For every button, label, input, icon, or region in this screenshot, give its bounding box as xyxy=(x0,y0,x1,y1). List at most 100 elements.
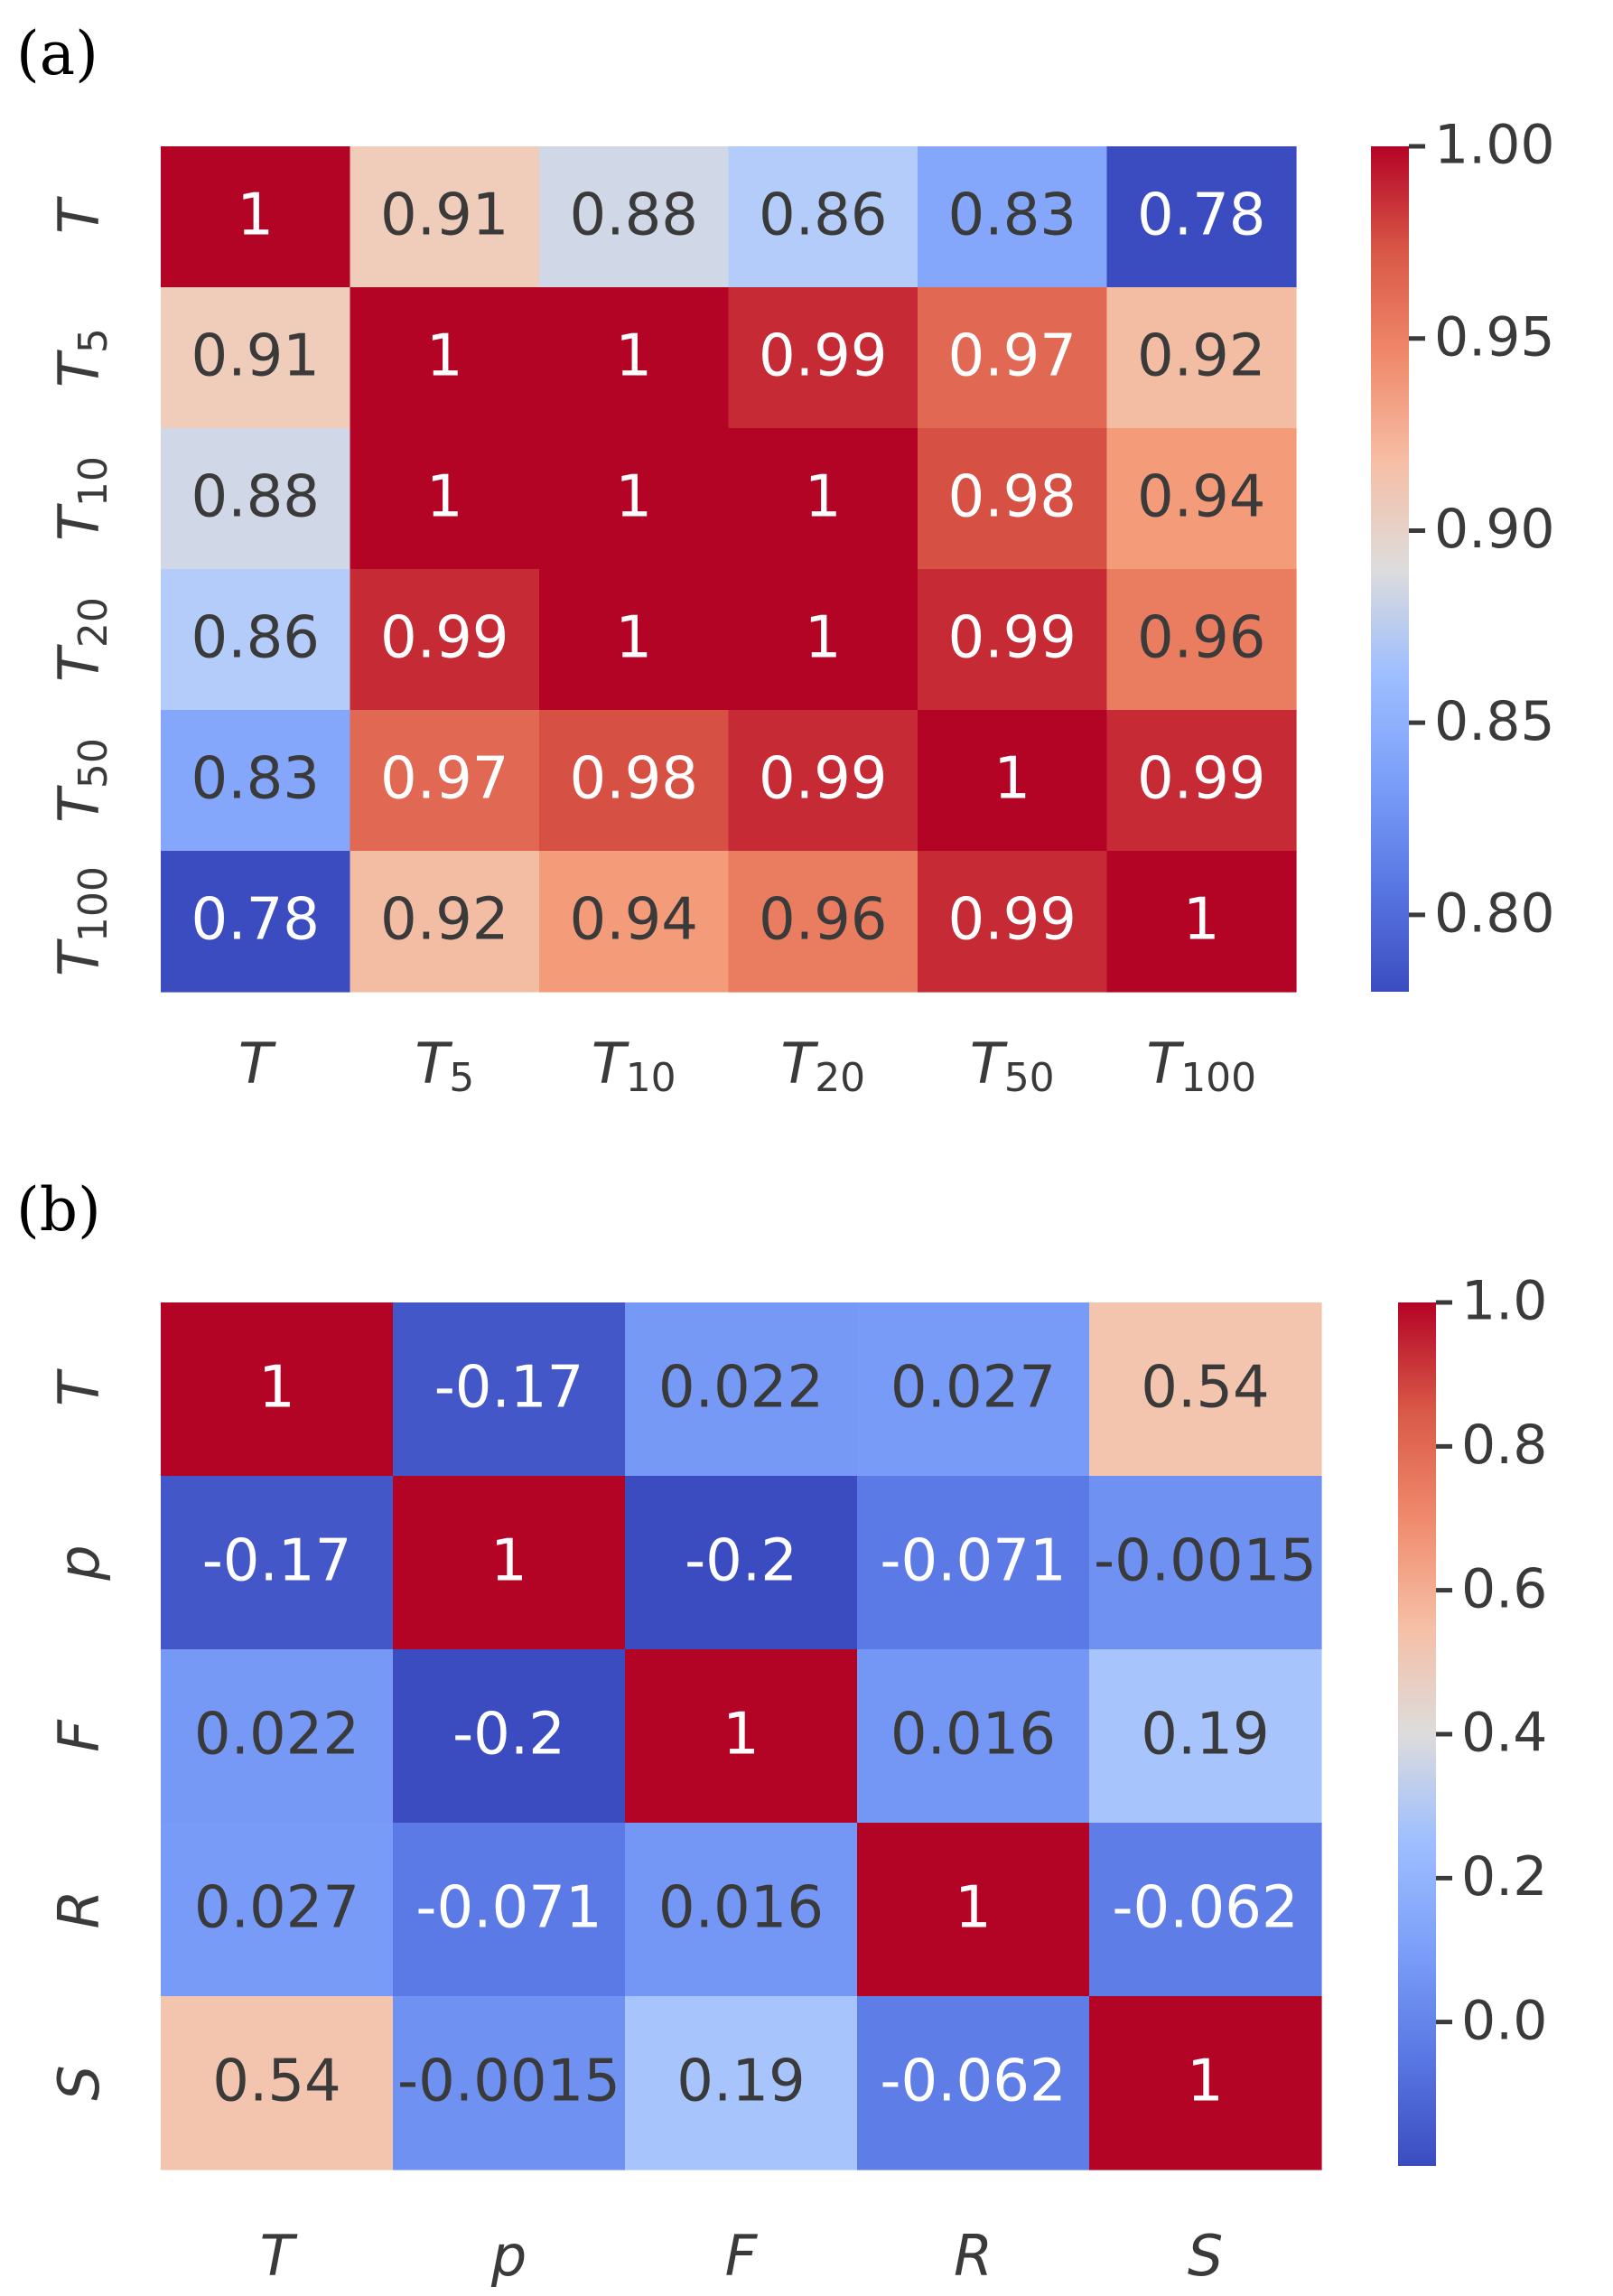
heatmap-cell xyxy=(350,710,540,852)
heatmap-cell xyxy=(161,287,351,429)
heatmap-cell xyxy=(625,1476,858,1650)
y-tick-label: T20 xyxy=(46,597,117,682)
cell-value-label: 0.99 xyxy=(759,746,888,813)
y-tick-label: F xyxy=(46,1719,112,1752)
cell-value-label: 0.99 xyxy=(948,887,1077,954)
heatmap-cell xyxy=(625,1823,858,1997)
heatmap-b-cells: 1 -0.17 0.022 0.027 0.54 -0.17 1 -0.2 -0.071 -0.0… xyxy=(161,1302,1322,2170)
heatmap-cell xyxy=(918,428,1108,570)
cell-value-label: -0.17 xyxy=(202,1528,352,1595)
heatmap-cell xyxy=(857,1649,1090,1824)
heatmap-a: (a) 1 0.91 0.88 0.86 0.83 0.78 0.91 1 1 0.99 0.97 0… xyxy=(16,19,1555,1101)
heatmap-cell xyxy=(161,851,351,993)
colorbar-tick-label: 1.0 xyxy=(1461,1270,1547,1333)
cell-value-label: 1 xyxy=(426,464,463,531)
colorbar-tick-label: 0.6 xyxy=(1461,1557,1547,1620)
x-tick-label: S xyxy=(1188,2223,1223,2289)
cell-value-label: 0.98 xyxy=(948,464,1077,531)
colorbar-b: 0.0 0.2 0.4 0.6 0.8 1.0 xyxy=(1398,1270,1547,2166)
cell-value-label: 1 xyxy=(993,746,1030,813)
y-tick-label: T50 xyxy=(46,738,117,823)
heatmap-a-x-ticks: T T5 T10 T20 T50 T100 xyxy=(238,1031,1256,1101)
cell-value-label: 1 xyxy=(1183,887,1220,954)
cell-value-label: 1 xyxy=(615,323,652,390)
heatmap-cell xyxy=(857,1302,1090,1477)
heatmap-cell xyxy=(539,146,730,288)
cell-value-label: 1 xyxy=(955,1875,992,1942)
heatmap-cell xyxy=(539,710,730,852)
heatmap-b: (b) 1 -0.17 0.022 0.027 0.54 -0.17 1 -0.2 -0.071… xyxy=(16,1175,1547,2289)
cell-value-label: -0.071 xyxy=(880,1528,1066,1595)
colorbar-tick-label: 0.0 xyxy=(1461,1989,1547,2052)
colorbar-tick-label: 0.80 xyxy=(1434,882,1555,946)
heatmap-cell xyxy=(857,1476,1090,1650)
cell-value-label: 1 xyxy=(490,1528,527,1595)
heatmap-cell xyxy=(857,1996,1090,2170)
cell-value-label: 0.83 xyxy=(948,182,1077,249)
y-tick-label: S xyxy=(46,2065,112,2100)
panel-label-b: (b) xyxy=(16,1175,101,1245)
heatmap-cell xyxy=(918,146,1108,288)
heatmap-cell xyxy=(161,1649,394,1824)
cell-value-label: 1 xyxy=(723,1702,760,1769)
panel-label-a: (a) xyxy=(16,19,98,89)
heatmap-cell xyxy=(918,710,1108,852)
cell-value-label: 0.027 xyxy=(194,1875,359,1942)
colorbar-a: 0.80 0.85 0.90 0.95 1.00 xyxy=(1371,114,1555,992)
cell-value-label: -0.071 xyxy=(415,1875,601,1942)
colorbar-gradient xyxy=(1398,1302,1436,2166)
heatmap-cell xyxy=(857,1823,1090,1997)
colorbar-tick-label: 0.90 xyxy=(1434,498,1555,561)
cell-value-label: 1 xyxy=(258,1355,295,1422)
colorbar-tick-label: 0.85 xyxy=(1434,690,1555,753)
colorbar-tick-label: 0.95 xyxy=(1434,305,1555,369)
y-tick-label: T xyxy=(46,1368,112,1406)
heatmap-cell xyxy=(350,851,540,993)
heatmap-a-y-ticks: T T5 T10 T20 T50 T100 xyxy=(46,196,117,976)
heatmap-cell xyxy=(350,146,540,288)
x-tick-label: T xyxy=(238,1031,276,1097)
heatmap-a-cells: 1 0.91 0.88 0.86 0.83 0.78 0.91 1 1 0.99 0.97 0.92 0… xyxy=(161,146,1297,993)
cell-value-label: 1 xyxy=(615,464,652,531)
colorbar-tick-label: 0.2 xyxy=(1461,1845,1547,1909)
y-tick-label: T100 xyxy=(46,866,117,976)
heatmap-cell xyxy=(161,569,351,711)
y-tick-label: T xyxy=(46,196,112,234)
heatmap-cell xyxy=(393,1996,626,2170)
heatmap-cell xyxy=(161,428,351,570)
colorbar-gradient xyxy=(1371,146,1409,992)
heatmap-cell xyxy=(625,1302,858,1477)
heatmap-cell xyxy=(728,710,918,852)
cell-value-label: 0.97 xyxy=(380,746,509,813)
cell-value-label: -0.2 xyxy=(452,1702,565,1769)
heatmap-cell xyxy=(1089,1823,1322,1997)
colorbar-tick-label: 0.8 xyxy=(1461,1414,1547,1477)
cell-value-label: 0.022 xyxy=(194,1702,359,1769)
heatmap-cell xyxy=(625,1649,858,1824)
cell-value-label: -0.062 xyxy=(1112,1875,1298,1942)
heatmap-cell xyxy=(539,569,730,711)
cell-value-label: 0.94 xyxy=(1137,464,1266,531)
x-tick-label: T xyxy=(260,2223,298,2289)
cell-value-label: 1 xyxy=(1187,2049,1224,2115)
cell-value-label: 1 xyxy=(805,464,842,531)
heatmap-cell xyxy=(539,287,730,429)
cell-value-label: 0.54 xyxy=(1141,1355,1270,1422)
heatmap-cell xyxy=(1089,1476,1322,1650)
cell-value-label: 1 xyxy=(805,605,842,672)
x-tick-label: p xyxy=(490,2223,527,2289)
heatmap-cell xyxy=(539,428,730,570)
colorbar-tick-label: 0.4 xyxy=(1461,1702,1547,1765)
heatmap-cell xyxy=(393,1302,626,1477)
x-tick-label: T50 xyxy=(970,1031,1055,1101)
cell-value-label: 0.96 xyxy=(1137,605,1266,672)
heatmap-cell xyxy=(1106,146,1297,288)
cell-value-label: 0.99 xyxy=(759,323,888,390)
x-tick-label: T100 xyxy=(1146,1031,1256,1101)
heatmap-cell xyxy=(1106,851,1297,993)
heatmap-cell xyxy=(161,146,351,288)
heatmap-cell xyxy=(625,1996,858,2170)
cell-value-label: 0.97 xyxy=(948,323,1077,390)
